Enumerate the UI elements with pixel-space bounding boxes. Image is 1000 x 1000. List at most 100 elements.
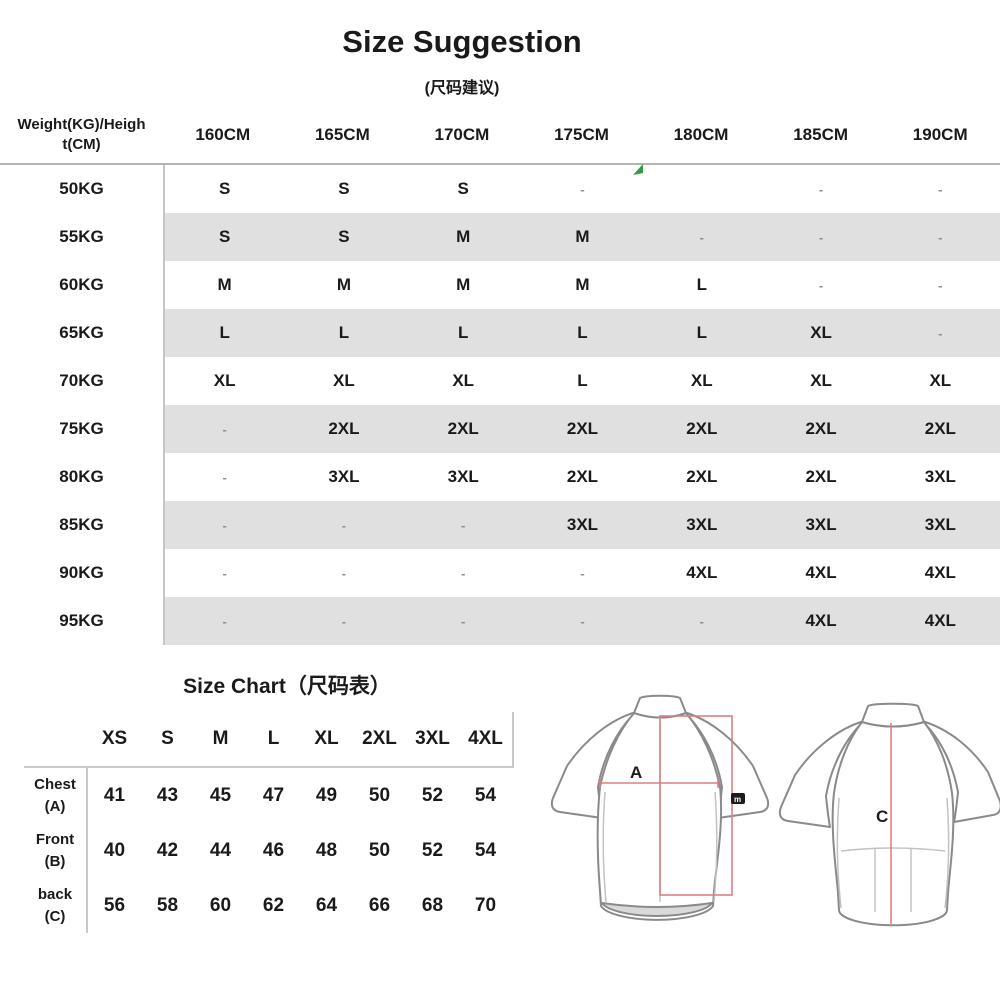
corner-header-line2: t(CM) [62, 136, 101, 153]
weight-label: 80KG [59, 467, 104, 486]
measurement-value: 40 [103, 839, 126, 861]
size-chart-title: Size Chart（尺码表） [183, 675, 391, 698]
measurement-label: Chest (A) [24, 768, 88, 823]
measurement-label: back (C) [24, 878, 88, 933]
size-cell: - [461, 565, 466, 581]
size-cell: - [938, 181, 943, 197]
size-cell: XL [929, 371, 952, 390]
size-cell: S [457, 179, 469, 198]
measurement-value: 47 [262, 784, 285, 806]
size-cell: - [580, 565, 585, 581]
size-cell: L [219, 323, 230, 342]
size-cell: - [580, 181, 585, 197]
table-row: 55KG S S M M - - - [0, 213, 1000, 261]
weight-label: 95KG [59, 611, 104, 630]
measurement-value: 46 [262, 839, 285, 861]
measurement-row: Chest (A) 41 43 45 47 49 50 52 54 [24, 768, 514, 823]
size-column-header: 2XL [362, 728, 397, 749]
front-right-sleeve [683, 711, 770, 819]
measurement-value: 43 [156, 784, 179, 806]
suggestion-table-body: 50KG S S S - - -55KG S S M M - - -60KG M M M M L - -65KG L L L L… [0, 165, 1000, 645]
size-suggestion-table: Weight(KG)/Heigh t(CM) 160CM 165CM 170CM 17… [0, 107, 1000, 645]
size-cell: S [218, 227, 231, 246]
measurement-value: 52 [421, 839, 444, 861]
measurement-label: Front (B) [24, 823, 88, 878]
column-header: 160CM [195, 125, 251, 144]
size-chart-table: XS S M L XL 2XL 3XL 4XL Chest (A) 41 43 45 47 49 50 52 5… [24, 712, 514, 933]
corner-header-line1: Weight(KG)/Heigh [17, 115, 146, 133]
size-cell: 2XL [328, 419, 360, 438]
measurement-value: 56 [103, 894, 126, 916]
size-cell: XL [213, 371, 236, 390]
back-pocket-top-line [840, 847, 946, 852]
size-cell: - [699, 229, 704, 245]
page-title: Size Suggestion [342, 24, 582, 59]
size-cell: 2XL [805, 419, 837, 438]
size-cell: S [338, 179, 350, 198]
size-cell: M [336, 275, 351, 294]
weight-label: 90KG [59, 563, 104, 582]
size-cell: 2XL [924, 419, 956, 438]
measurement-value: 60 [209, 894, 232, 916]
measurement-name: Chest [34, 775, 76, 793]
measurement-name: Front [35, 830, 75, 848]
measurement-value: 50 [368, 784, 391, 806]
front-collar [633, 694, 687, 719]
measurement-value: 54 [474, 784, 497, 806]
column-header: 170CM [434, 125, 490, 144]
measurement-value: 52 [421, 784, 444, 806]
size-chart-header-cells: XS S M L XL 2XL 3XL 4XL [24, 712, 514, 768]
front-hem-shading [599, 901, 715, 917]
size-cell: 3XL [686, 515, 718, 534]
size-cell: 3XL [328, 467, 360, 486]
size-cell: - [580, 613, 585, 629]
jersey-back-diagram: C [778, 702, 1000, 927]
table-row: 65KG L L L L L XL - [0, 309, 1000, 357]
table-row: 60KG M M M M L - - [0, 261, 1000, 309]
measurement-value: 68 [421, 894, 444, 916]
size-cell: 2XL [686, 419, 718, 438]
measurement-value: 54 [474, 839, 497, 861]
size-cell: XL [452, 371, 475, 390]
weight-label: 50KG [59, 179, 104, 198]
row-values: XL XL XL L XL XL XL [163, 357, 1000, 405]
measurement-value: 41 [103, 784, 126, 806]
measurement-value: 48 [315, 839, 338, 861]
table-row: 70KG XL XL XL L XL XL XL [0, 357, 1000, 405]
measurement-name: back [37, 885, 73, 903]
measurement-letter: (C) [44, 907, 66, 925]
size-cell: XL [333, 371, 355, 390]
back-right-side-seam [944, 797, 950, 909]
size-cell: 2XL [447, 419, 479, 438]
size-cell: - [818, 277, 824, 293]
back-left-sleeve [778, 720, 865, 828]
size-cell: - [818, 229, 824, 245]
size-cell: L [577, 323, 588, 342]
size-cell: M [456, 275, 471, 294]
green-triangle-icon [633, 164, 643, 175]
size-chart-body: Chest (A) 41 43 45 47 49 50 52 54 Front (B) 40 42 44 46… [24, 768, 514, 933]
size-cell: 3XL [566, 515, 599, 534]
size-cell: L [696, 323, 707, 342]
size-cell: 4XL [805, 563, 837, 582]
size-cell: - [222, 565, 227, 581]
column-header: 190CM [912, 125, 968, 144]
size-column-header: 4XL [468, 728, 503, 749]
table-row: 80KG - 3XL 3XL 2XL 2XL 2XL 3XL [0, 453, 1000, 501]
weight-label: 85KG [59, 515, 104, 534]
size-cell: S [218, 179, 231, 198]
measurement-row: Front (B) 40 42 44 46 48 50 52 54 [24, 823, 514, 878]
size-cell: - [818, 181, 824, 197]
row-values: - - - - 4XL 4XL 4XL [163, 549, 1000, 597]
size-column-header: M [212, 728, 229, 749]
size-cell: XL [690, 371, 713, 390]
size-cell: 4XL [686, 563, 718, 582]
sleeve-logo-box [731, 793, 745, 804]
back-left-side-seam [836, 797, 842, 909]
size-column-header: S [161, 728, 174, 749]
row-values: - - - - - 4XL 4XL [163, 597, 1000, 645]
row-values: - 3XL 3XL 2XL 2XL 2XL 3XL [163, 453, 1000, 501]
